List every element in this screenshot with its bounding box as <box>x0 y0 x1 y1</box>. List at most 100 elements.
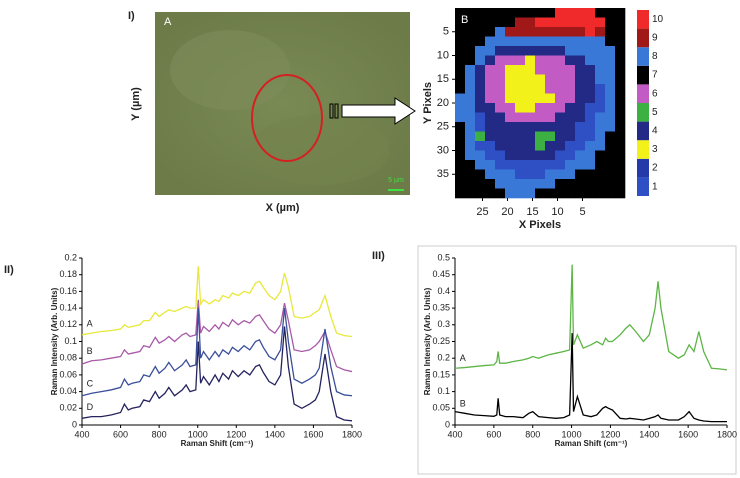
heatmap-cell <box>495 74 506 85</box>
heatmap-cell <box>575 188 586 199</box>
heatmap-cell <box>535 84 546 94</box>
heatmap-cell <box>495 55 506 66</box>
y-tick-label: 0.04 <box>59 386 77 396</box>
y-axis-label: Y Pixels <box>422 82 434 124</box>
heatmap-cell <box>575 112 586 123</box>
heatmap-cell <box>485 169 496 180</box>
heatmap-cell <box>505 65 516 75</box>
heatmap-cell <box>485 46 496 56</box>
colorbar-swatch <box>637 158 649 178</box>
heatmap-cell <box>535 46 546 56</box>
heatmap-cell <box>565 8 576 18</box>
heatmap-cell <box>475 179 486 189</box>
heatmap-cell <box>485 150 496 161</box>
heatmap-cell <box>605 93 616 104</box>
colorbar-swatch <box>637 177 649 196</box>
colorbar-label: 5 <box>652 107 658 118</box>
series-label: C <box>87 379 94 389</box>
heatmap-cell <box>535 179 546 189</box>
heatmap-cell <box>585 179 596 189</box>
heatmap-cell <box>525 103 536 113</box>
heatmap-cell <box>565 188 576 199</box>
heatmap-cell <box>475 36 486 47</box>
heatmap-cell <box>565 74 576 85</box>
heatmap-cell <box>575 8 586 18</box>
y-tick-label: 0.1 <box>64 336 77 346</box>
heatmap-cell <box>465 160 476 170</box>
heatmap-cell <box>595 150 606 161</box>
heatmap-cell <box>615 65 626 75</box>
x-axis-label: Raman Shift (cm⁻¹) <box>555 439 628 448</box>
heatmap-cell <box>575 65 586 75</box>
heatmap-cell <box>585 93 596 104</box>
x-axis-label: X Pixels <box>519 219 561 231</box>
heatmap-cell <box>555 160 566 170</box>
heatmap-cell <box>615 27 626 37</box>
heatmap-cell <box>515 55 526 66</box>
heatmap-cell <box>515 74 526 85</box>
heatmap-cell <box>455 84 466 94</box>
x-tick-label: 20 <box>501 206 513 218</box>
heatmap-cell <box>465 112 476 123</box>
heatmap-cell <box>585 46 596 56</box>
heatmap-cell <box>485 65 496 75</box>
x-tick-label: 600 <box>113 429 128 439</box>
heatmap-cell <box>595 141 606 151</box>
y-tick-label: 5 <box>443 26 449 38</box>
heatmap-cell <box>575 131 586 142</box>
series-label: B <box>87 346 93 356</box>
colorbar-swatch <box>637 65 649 85</box>
heatmap-cell <box>575 103 586 113</box>
spectrum-line <box>81 326 353 422</box>
heatmap-cell <box>495 46 506 56</box>
heatmap-cell <box>545 103 556 113</box>
heatmap-cell <box>485 27 496 37</box>
heatmap-cell <box>555 93 566 104</box>
heatmap-cell <box>605 169 616 180</box>
heatmap-cell <box>585 131 596 142</box>
heatmap-cell <box>585 150 596 161</box>
heatmap-cell <box>585 112 596 123</box>
heatmap-cell <box>485 55 496 66</box>
heatmap-cell <box>595 84 606 94</box>
heatmap-cell <box>465 55 476 66</box>
heatmap-cell <box>575 122 586 132</box>
heatmap-cell <box>455 17 466 28</box>
heatmap-cell <box>575 74 586 85</box>
heatmap-cell <box>555 103 566 113</box>
heatmap-cell <box>615 160 626 170</box>
y-tick-label: 30 <box>437 144 449 156</box>
heatmap-cell <box>465 188 476 199</box>
y-tick-label: 0.14 <box>59 302 77 312</box>
heatmap-cell <box>555 179 566 189</box>
heatmap-cell <box>535 93 546 104</box>
y-axis-label: Raman Intensity (Arb. Units) <box>50 287 59 395</box>
heatmap-cell <box>565 150 576 161</box>
heatmap-cell <box>545 122 556 132</box>
heatmap-cell <box>545 93 556 104</box>
heatmap-cell <box>505 122 516 132</box>
nucleus-outline <box>251 74 323 162</box>
panel-label: II) <box>4 264 14 276</box>
colorbar-label: 4 <box>652 126 658 137</box>
heatmap-cell <box>575 93 586 104</box>
heatmap-cell <box>545 36 556 47</box>
heatmap-cell <box>565 169 576 180</box>
arrow <box>341 97 416 125</box>
heatmap-cell <box>555 46 566 56</box>
heatmap-cell <box>605 141 616 151</box>
heatmap-cell <box>565 112 576 123</box>
heatmap-cell <box>495 131 506 142</box>
heatmap-cell <box>605 36 616 47</box>
heatmap-cell <box>525 65 536 75</box>
heatmap-cell <box>555 150 566 161</box>
heatmap-cell <box>485 112 496 123</box>
heatmap-cell <box>585 160 596 170</box>
heatmap-cell <box>455 74 466 85</box>
heatmap-cell <box>575 84 586 94</box>
heatmap-cell <box>605 122 616 132</box>
y-tick-label: 0.2 <box>437 353 450 363</box>
heatmap-cell <box>455 112 466 123</box>
heatmap-cell <box>455 160 466 170</box>
heatmap-cell <box>595 17 606 28</box>
